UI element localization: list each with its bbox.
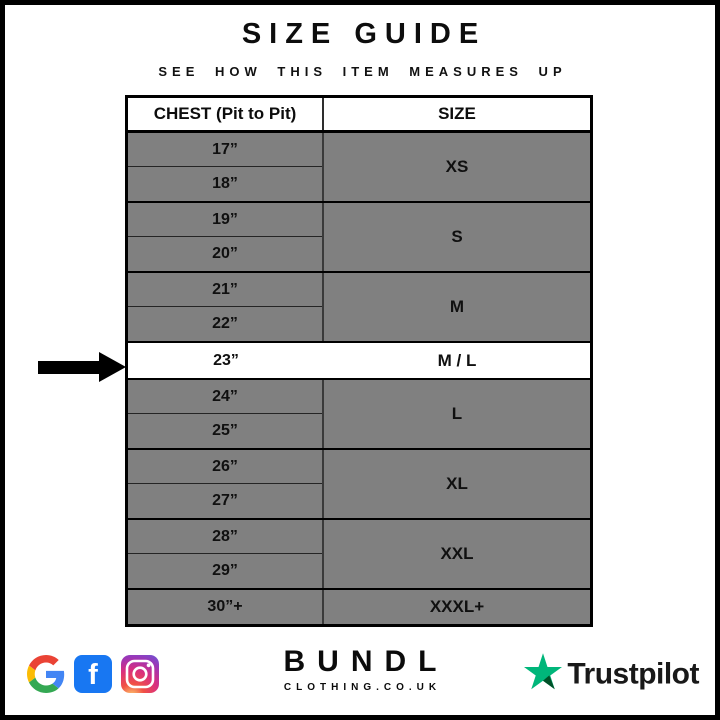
size-group-row: 24” 25” L: [128, 380, 590, 450]
chest-value: 29”: [212, 562, 238, 579]
trustpilot-star-icon: [524, 653, 563, 696]
size-group-row: 28” 29” XXL: [128, 520, 590, 590]
size-table: CHEST (Pit to Pit) SIZE 17” 18” XS 19” 20” S 2…: [125, 95, 593, 627]
size-value: M: [449, 297, 465, 316]
size-value: XS: [445, 157, 469, 176]
chest-value: 17”: [128, 133, 322, 167]
arrow-head: [99, 352, 126, 382]
size-column-header: SIZE: [438, 104, 476, 123]
facebook-icon: f: [74, 655, 112, 693]
chest-cells: 26” 27”: [128, 450, 324, 518]
size-group-row: 19” 20” S: [128, 203, 590, 273]
brand-domain: CLOTHING.CO.UK: [283, 682, 442, 693]
size-group-row: 26” 27” XL: [128, 450, 590, 520]
arrow-shaft: [38, 360, 99, 374]
brand-logo: BUNDL CLOTHING.CO.UK: [272, 645, 449, 693]
social-icons: f: [27, 655, 159, 693]
chest-cells: 23”: [128, 343, 324, 378]
size-value: XL: [446, 474, 468, 493]
chest-value: 19”: [128, 203, 322, 237]
size-group-row: 30”+ XXXL+: [128, 590, 590, 624]
trustpilot-wordmark: Trustpilot: [567, 657, 699, 690]
chest-value: 30”+: [207, 598, 243, 615]
chest-value: 24”: [128, 380, 322, 414]
google-icon: [27, 655, 65, 693]
chest-cells: 19” 20”: [128, 203, 324, 271]
size-value: M / L: [437, 350, 477, 370]
current-size-arrow-icon: [38, 352, 126, 382]
instagram-icon: [121, 655, 159, 693]
size-table-header-row: CHEST (Pit to Pit) SIZE: [128, 98, 590, 133]
size-group-row-highlighted: 23” M / L: [128, 343, 590, 380]
size-table-body: 17” 18” XS 19” 20” S 21” 22” M 23” M / L 24” 25” L 26”…: [128, 133, 590, 624]
chest-value: 18”: [212, 175, 238, 192]
chest-value: 22”: [212, 315, 238, 332]
chest-cells: 17” 18”: [128, 133, 324, 201]
brand-name: BUNDL: [283, 645, 449, 678]
chest-value: 26”: [128, 450, 322, 484]
page-title: SIZE GUIDE: [241, 18, 487, 50]
chest-value: 23”: [213, 352, 239, 369]
chest-value: 25”: [212, 422, 238, 439]
footer: f: [5, 645, 715, 703]
chest-cells: 21” 22”: [128, 273, 324, 341]
trustpilot-logo: Trustpilot: [524, 653, 699, 696]
chest-column-header: CHEST (Pit to Pit): [128, 98, 324, 130]
chest-value: 28”: [128, 520, 322, 554]
chest-value: 20”: [212, 245, 238, 262]
page-subtitle: SEE HOW THIS ITEM MEASURES UP: [158, 64, 567, 79]
chest-cells: 30”+: [128, 590, 324, 624]
size-value: L: [451, 404, 463, 423]
size-value: XXXL+: [429, 597, 485, 616]
size-value: S: [451, 227, 463, 246]
chest-value: 27”: [212, 492, 238, 509]
size-value: XXL: [440, 544, 474, 563]
size-group-row: 17” 18” XS: [128, 133, 590, 203]
size-group-row: 21” 22” M: [128, 273, 590, 343]
chest-cells: 24” 25”: [128, 380, 324, 448]
chest-value: 21”: [128, 273, 322, 307]
chest-cells: 28” 29”: [128, 520, 324, 588]
